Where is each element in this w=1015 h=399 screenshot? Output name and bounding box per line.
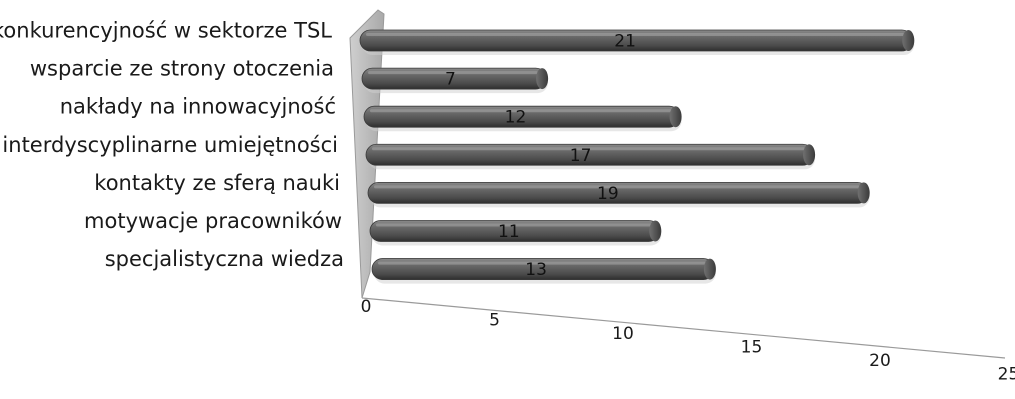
bar: [371, 258, 716, 284]
x-tick-label: 5: [489, 311, 500, 331]
bar: [367, 181, 870, 208]
bar: [359, 29, 915, 55]
data-label: 12: [505, 108, 527, 128]
category-label: specjalistyczna wiedza: [105, 247, 344, 271]
x-tick-label: 20: [869, 351, 891, 371]
category-label: konkurencyjność w sektorze TSL: [0, 19, 332, 43]
category-label: nakłady na innowacyjność: [60, 95, 336, 119]
bar: [365, 143, 816, 170]
x-axis-line: [361, 297, 1006, 359]
data-label: 11: [498, 222, 520, 242]
category-label: kontakty ze sferą nauki: [94, 171, 340, 195]
data-label: 19: [597, 184, 619, 204]
category-labels: 21 konkurencyjność w sektorze TSL 7 wsparci…: [0, 19, 636, 281]
x-axis: [361, 297, 1006, 359]
bar: [361, 67, 549, 94]
bar: [363, 105, 682, 132]
bars: [359, 29, 915, 284]
category-label: interdyscyplinarne umiejętności: [2, 133, 338, 157]
x-tick-label: 25: [998, 365, 1015, 385]
x-tick-labels: 0 5 10 15 20 25: [361, 297, 1015, 385]
x-tick-label: 0: [361, 297, 372, 317]
category-label: motywacje pracowników: [84, 209, 342, 233]
x-tick-label: 15: [741, 338, 763, 358]
data-label: 7: [445, 70, 456, 90]
bar: [369, 220, 662, 246]
category-label: wsparcie ze strony otoczenia: [30, 57, 334, 81]
data-label: 13: [525, 260, 547, 280]
data-label: 21: [614, 32, 636, 52]
data-label: 17: [570, 146, 592, 166]
x-tick-label: 10: [612, 324, 634, 344]
